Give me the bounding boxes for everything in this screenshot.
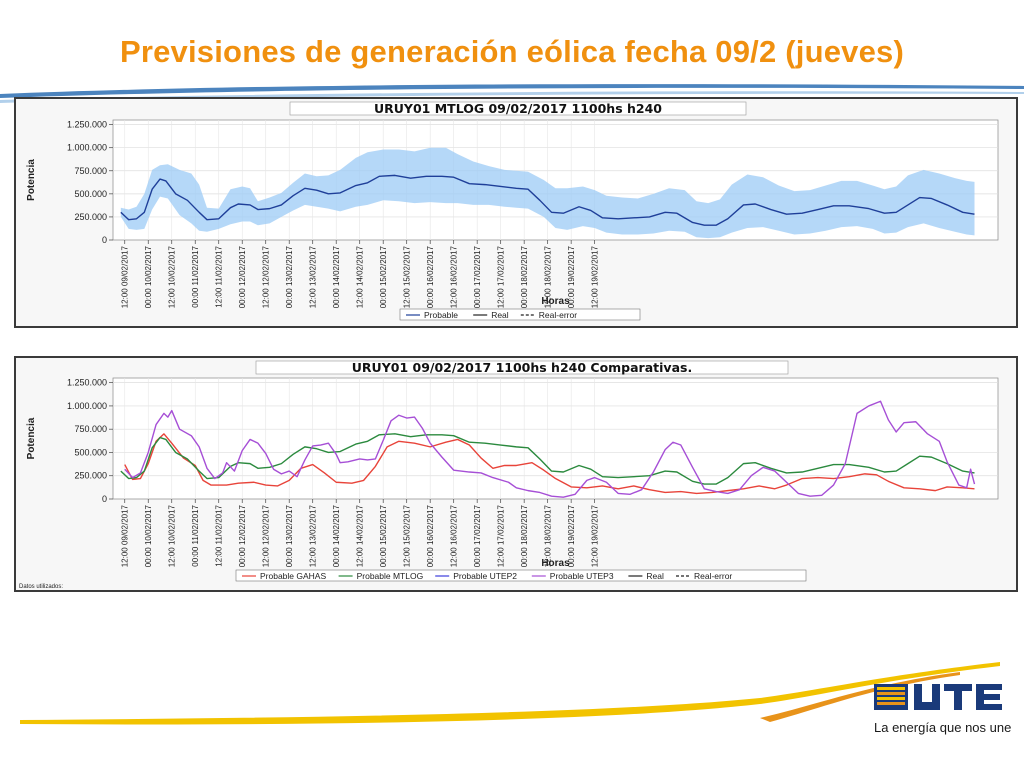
x-tick-label: 12:00 11/02/2017 — [215, 245, 224, 307]
x-tick-label: 00:00 10/02/2017 — [144, 504, 153, 567]
x-tick-label: 00:00 10/02/2017 — [144, 245, 153, 308]
ute-logo — [874, 684, 1002, 710]
x-tick-label: 12:00 14/02/2017 — [356, 504, 365, 567]
x-tick-label: 00:00 15/02/2017 — [379, 245, 388, 308]
legend-box — [399, 308, 641, 321]
x-tick-label: 12:00 19/02/2017 — [591, 504, 600, 567]
x-tick-label: 00:00 19/02/2017 — [567, 504, 576, 567]
comparison-chart: URUY01 09/02/2017 1100hs h240 Comparativ… — [19, 360, 999, 590]
x-axis-label: Horas — [541, 558, 570, 569]
x-tick-label: 00:00 13/02/2017 — [285, 245, 294, 308]
x-tick-label: 00:00 16/02/2017 — [426, 245, 435, 308]
y-tick-label: 500.000 — [74, 189, 107, 199]
y-tick-label: 1.250.000 — [67, 378, 107, 388]
plot-area — [112, 377, 999, 500]
chart-title: URUY01 09/02/2017 1100hs h240 Comparativ… — [352, 360, 692, 375]
x-tick-label: 00:00 11/02/2017 — [191, 245, 200, 307]
series-line-probable — [120, 174, 975, 226]
x-tick-label: 00:00 11/02/2017 — [191, 504, 200, 566]
x-tick-label: 12:00 13/02/2017 — [309, 504, 318, 567]
x-tick-label: 12:00 17/02/2017 — [497, 245, 506, 308]
x-tick-label: 00:00 13/02/2017 — [285, 504, 294, 567]
confidence-band — [120, 147, 975, 239]
legend-item-label: Real — [646, 571, 664, 581]
x-tick-label: 12:00 11/02/2017 — [215, 504, 224, 566]
forecast-chart-panel: URUY01 MTLOG 09/02/2017 1100hs h240 1.250… — [14, 97, 1018, 328]
footer-swoosh — [20, 662, 1000, 725]
x-tick-label: 00:00 14/02/2017 — [332, 504, 341, 567]
data-note: Datos utilizados: — [19, 584, 63, 590]
series-group — [120, 400, 976, 498]
legend-item-label: Probable MTLOG — [357, 571, 424, 581]
x-tick-label: 12:00 09/02/2017 — [121, 504, 130, 567]
x-tick-label: 12:00 14/02/2017 — [356, 245, 365, 308]
x-tick-label: 12:00 18/02/2017 — [544, 504, 553, 567]
y-tick-label: 1.250.000 — [67, 120, 107, 130]
series-line-probable-mtlog — [120, 433, 975, 485]
y-tick-label: 0 — [102, 235, 107, 245]
series-group — [120, 147, 975, 239]
x-tick-label: 00:00 18/02/2017 — [520, 245, 529, 308]
x-tick-label: 00:00 19/02/2017 — [567, 245, 576, 308]
x-tick-label: 12:00 16/02/2017 — [450, 245, 459, 308]
x-tick-label: 12:00 10/02/2017 — [168, 245, 177, 308]
series-line-probable-gahas — [124, 433, 975, 495]
x-tick-label: 12:00 15/02/2017 — [403, 504, 412, 567]
x-tick-label: 12:00 09/02/2017 — [121, 245, 130, 308]
x-tick-label: 12:00 17/02/2017 — [497, 504, 506, 567]
slide-title: Previsiones de generación eólica fecha 0… — [119, 34, 905, 69]
x-tick-label: 00:00 16/02/2017 — [426, 504, 435, 567]
y-tick-label: 750.000 — [74, 424, 107, 434]
y-tick-label: 250.000 — [74, 471, 107, 481]
chart-legend: Probable GAHAS Probable MTLOG Probable UTE… — [235, 569, 807, 582]
x-tick-label: 12:00 18/02/2017 — [544, 245, 553, 308]
chart-title: URUY01 MTLOG 09/02/2017 1100hs h240 — [374, 101, 662, 116]
legend-item-label: Real-error — [694, 571, 732, 581]
y-axis-label: Potencia — [26, 417, 37, 459]
legend-item-label: Real-error — [539, 310, 577, 320]
y-tick-label: 1.000.000 — [67, 401, 107, 411]
legend-item-label: Probable UTEP2 — [453, 571, 517, 581]
chart-legend: Probable Real Real-error — [399, 308, 641, 321]
y-tick-label: 1.000.000 — [67, 143, 107, 153]
forecast-chart: URUY01 MTLOG 09/02/2017 1100hs h240 1.250… — [26, 101, 999, 321]
legend-item-label: Probable — [424, 310, 458, 320]
y-tick-label: 250.000 — [74, 212, 107, 222]
x-tick-label: 12:00 12/02/2017 — [262, 245, 271, 308]
chart-title-box — [289, 101, 747, 116]
x-tick-label: 00:00 15/02/2017 — [379, 504, 388, 567]
chart-title-box — [255, 360, 789, 375]
legend-item-label: Probable GAHAS — [260, 571, 326, 581]
x-tick-label: 12:00 12/02/2017 — [262, 504, 271, 567]
x-tick-label: 00:00 12/02/2017 — [238, 245, 247, 308]
x-tick-label: 00:00 18/02/2017 — [520, 504, 529, 567]
x-tick-label: 12:00 16/02/2017 — [450, 504, 459, 567]
y-tick-label: 500.000 — [74, 447, 107, 457]
x-tick-label: 12:00 10/02/2017 — [168, 504, 177, 567]
x-tick-label: 00:00 12/02/2017 — [238, 504, 247, 567]
x-tick-label: 12:00 13/02/2017 — [309, 245, 318, 308]
series-line-probable-utep3 — [124, 400, 976, 498]
x-tick-label: 12:00 15/02/2017 — [403, 245, 412, 308]
x-tick-label: 12:00 19/02/2017 — [591, 245, 600, 308]
y-tick-label: 750.000 — [74, 166, 107, 176]
x-axis-label: Horas — [541, 296, 570, 307]
x-tick-label: 00:00 14/02/2017 — [332, 245, 341, 308]
x-tick-label: 00:00 17/02/2017 — [473, 504, 482, 567]
legend-box — [235, 569, 807, 582]
y-axis-label: Potencia — [26, 159, 37, 201]
y-tick-label: 0 — [102, 494, 107, 504]
legend-item-label: Probable UTEP3 — [550, 571, 614, 581]
slogan: La energía que nos une — [874, 720, 1012, 735]
legend-item-label: Real — [491, 310, 509, 320]
x-tick-label: 00:00 17/02/2017 — [473, 245, 482, 308]
comparison-chart-panel: URUY01 09/02/2017 1100hs h240 Comparativ… — [14, 356, 1018, 592]
